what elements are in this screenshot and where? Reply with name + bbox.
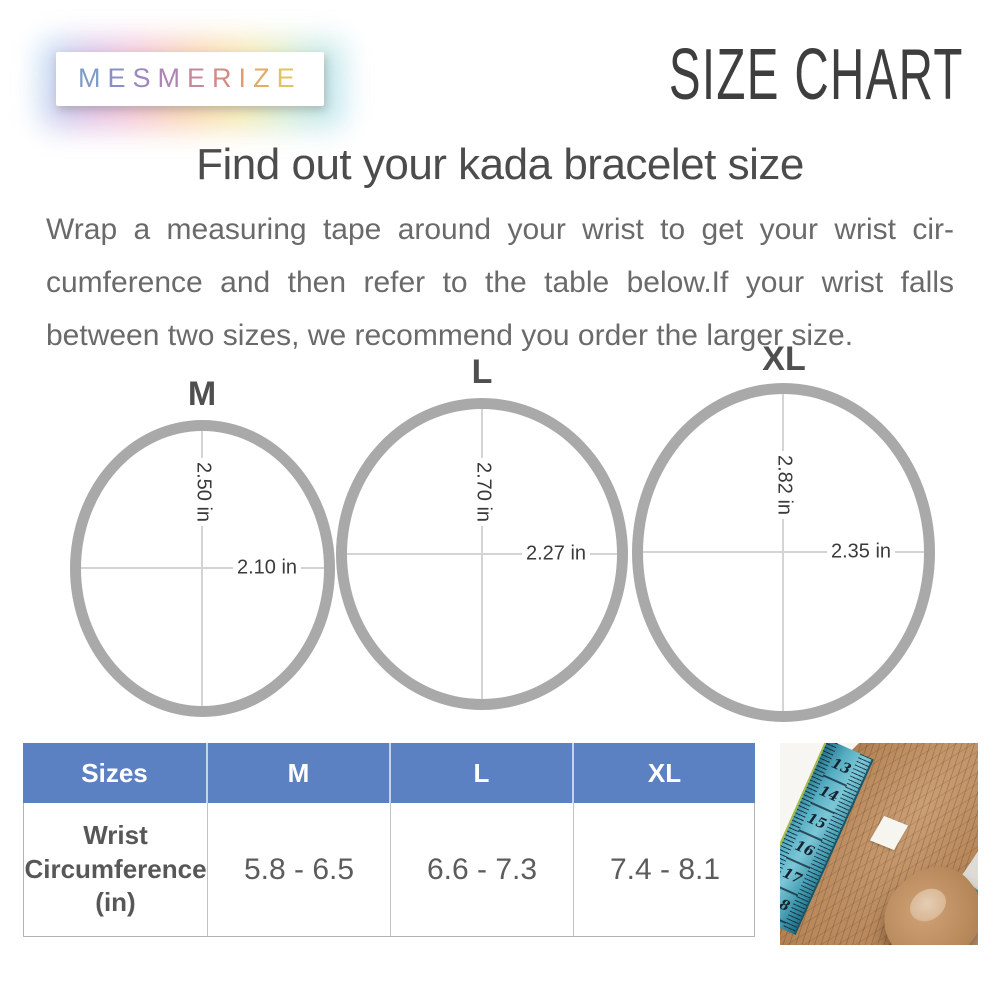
logo-letter: R <box>212 63 239 93</box>
table-header-sizes: Sizes <box>81 757 148 788</box>
logo-letter: I <box>238 63 254 93</box>
size-label: M <box>187 375 217 413</box>
vertical-diameter-label: 2.82 in <box>772 450 796 520</box>
vertical-diameter-label: 2.70 in <box>471 457 495 527</box>
logo-letter: E <box>187 63 213 93</box>
table-header-m: M <box>206 743 389 803</box>
table-header-row: Sizes M L XL <box>23 743 755 803</box>
horizontal-axis-line <box>347 553 617 555</box>
table-body-row: Wrist Circumference (in) 5.8 - 6.5 6.6 -… <box>23 803 755 937</box>
logo-letter: S <box>132 63 158 93</box>
horizontal-axis-line <box>81 567 324 569</box>
size-label: L <box>471 353 493 391</box>
instructions-paragraph: Wrap a measuring tape around your wrist … <box>46 203 954 362</box>
logo-letter: E <box>107 63 133 93</box>
table-cell-xl: 7.4 - 8.1 <box>573 803 756 936</box>
logo-text: MESMERIZE <box>78 63 302 93</box>
logo-letter: Z <box>253 63 277 93</box>
table-header-l: L <box>389 743 572 803</box>
table-row-label: Wrist Circumference (in) <box>24 819 207 918</box>
logo-letter: M <box>78 63 108 93</box>
logo-box: MESMERIZE <box>56 52 324 106</box>
horizontal-diameter-label: 2.35 in <box>826 540 896 564</box>
instructions-line: between two sizes, we recommend you orde… <box>46 319 854 352</box>
section-heading: Find out your kada bracelet size <box>196 140 804 189</box>
horizontal-axis-line <box>643 551 924 553</box>
wrist-measurement-photo: 13 14 15 16 17 18 <box>780 743 978 945</box>
horizontal-diameter-label: 2.27 in <box>521 542 591 566</box>
page-title: SIZE CHART <box>669 35 964 115</box>
table-header-xl: XL <box>572 743 755 803</box>
size-table: Sizes M L XL Wrist Circumference (in) 5.… <box>23 743 755 937</box>
logo-letter: E <box>276 63 302 93</box>
instructions-line: cumference and then refer to the table b… <box>46 266 954 299</box>
size-label: XL <box>762 340 806 378</box>
instructions-line: Wrap a measuring tape around your wrist … <box>46 213 954 246</box>
table-cell-m: 5.8 - 6.5 <box>207 803 390 936</box>
brand-logo: MESMERIZE <box>40 40 344 128</box>
table-cell-l: 6.6 - 7.3 <box>390 803 573 936</box>
horizontal-diameter-label: 2.10 in <box>232 556 302 580</box>
vertical-diameter-label: 2.50 in <box>191 457 215 527</box>
logo-letter: M <box>157 63 188 93</box>
